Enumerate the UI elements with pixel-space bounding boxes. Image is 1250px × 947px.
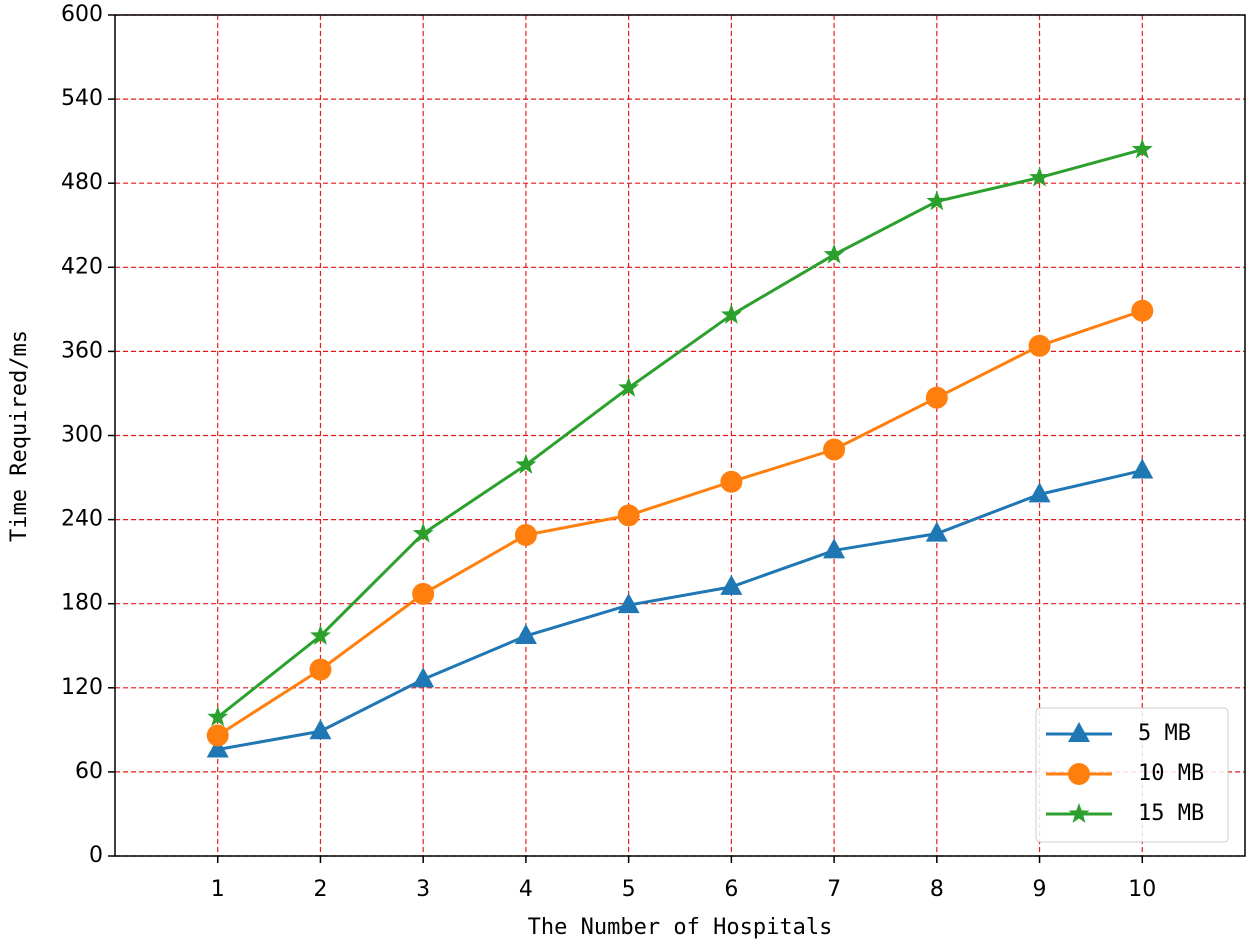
y-tick-label: 120 [61,675,103,700]
marker [412,582,435,605]
marker [823,438,846,461]
marker [1131,138,1153,159]
legend-label: 10 MB [1138,761,1204,786]
x-tick-label: 1 [211,877,225,902]
marker [618,376,640,397]
series-line [217,469,1143,751]
marker [823,243,845,264]
marker [926,190,948,211]
y-tick-label: 480 [61,170,103,195]
y-tick-label: 300 [61,423,103,448]
marker [925,521,948,542]
marker [720,470,743,493]
y-axis-label: Time Required/ms [7,330,32,542]
marker [925,386,948,409]
series-line [216,148,1143,719]
x-tick-label: 7 [827,877,841,902]
marker [617,593,640,614]
x-tick-label: 4 [519,877,533,902]
legend-marker [1068,803,1090,823]
marker [515,453,537,474]
marker [207,706,229,727]
marker [617,504,640,527]
marker [412,522,434,543]
series-line [216,309,1143,737]
x-tick-label: 5 [622,877,636,902]
legend-label: 5 MB [1138,721,1191,746]
y-tick-label: 60 [75,759,103,784]
marker [412,667,435,688]
marker [823,538,846,559]
y-tick-label: 240 [61,507,103,532]
plot-frame [114,14,1246,857]
y-tick-label: 0 [89,843,103,868]
y-tick-label: 540 [61,86,103,111]
y-tick-label: 600 [61,2,103,27]
marker [309,658,332,681]
marker [720,574,743,595]
x-tick-label: 10 [1128,877,1156,902]
legend-label: 15 MB [1138,801,1204,826]
marker [309,624,331,645]
x-tick-label: 9 [1033,877,1047,902]
legend-marker [1068,763,1090,785]
x-tick-label: 8 [930,877,944,902]
marker [206,737,229,758]
x-tick-label: 3 [416,877,430,902]
x-tick-label: 2 [313,877,327,902]
marker [514,623,537,644]
marker [309,719,332,740]
marker [1131,458,1154,479]
x-axis-label: The Number of Hospitals [528,915,833,940]
marker [1028,334,1051,357]
marker [720,303,742,324]
marker [206,724,229,747]
marker [1028,482,1051,503]
x-tick-label: 6 [724,877,738,902]
y-tick-label: 180 [61,591,103,616]
y-tick-label: 360 [61,338,103,363]
marker [1029,166,1051,187]
legend-marker [1068,722,1090,742]
y-tick-label: 420 [61,254,103,279]
marker [1131,299,1154,322]
marker [514,524,537,547]
